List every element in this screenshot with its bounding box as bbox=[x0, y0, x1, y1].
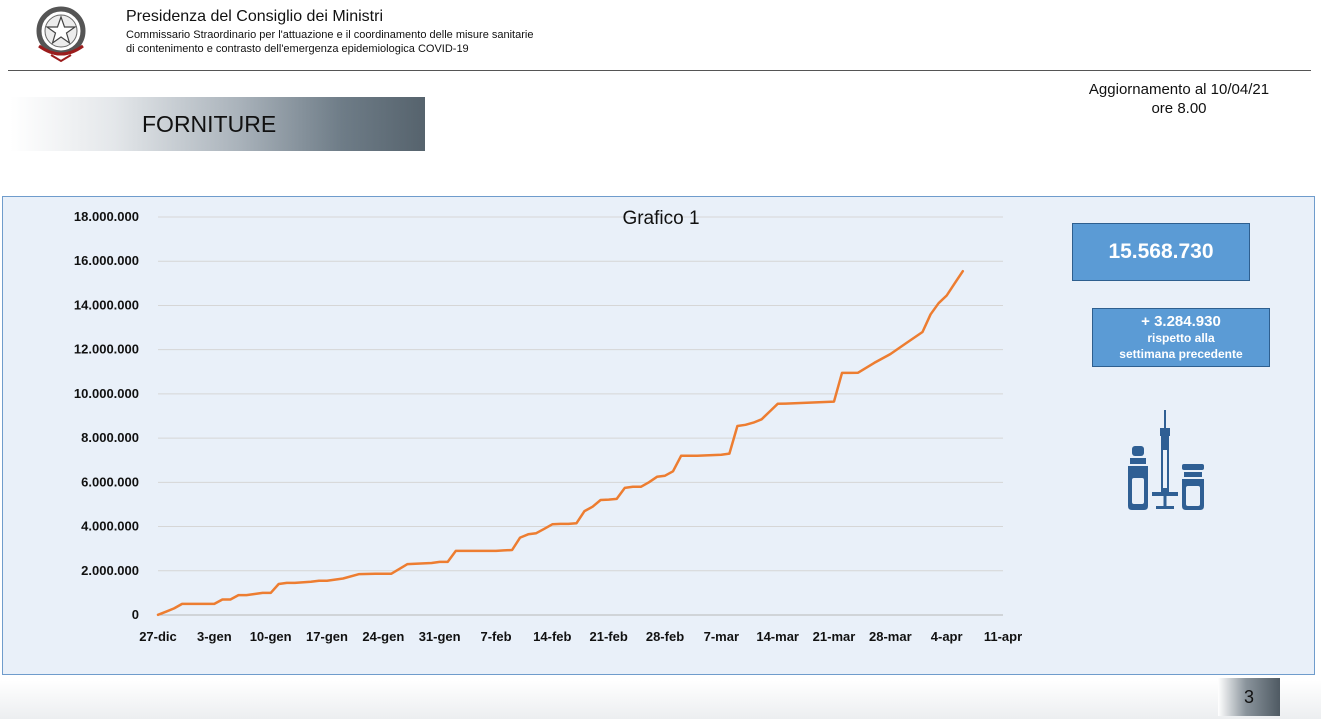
x-tick-label: 3-gen bbox=[197, 629, 232, 644]
x-tick-label: 14-mar bbox=[756, 629, 799, 644]
y-tick-label: 8.000.000 bbox=[81, 430, 139, 445]
y-tick-label: 4.000.000 bbox=[81, 519, 139, 534]
x-tick-label: 27-dic bbox=[139, 629, 177, 644]
x-tick-label: 31-gen bbox=[419, 629, 461, 644]
x-tick-label: 10-gen bbox=[250, 629, 292, 644]
y-tick-label: 2.000.000 bbox=[81, 563, 139, 578]
header-subtitle: Commissario Straordinario per l'attuazio… bbox=[126, 28, 533, 56]
x-tick-label: 4-apr bbox=[931, 629, 963, 644]
series-line bbox=[156, 269, 965, 617]
section-title: FORNITURE bbox=[142, 111, 277, 137]
update-time: ore 8.00 bbox=[1151, 100, 1207, 117]
x-tick-label: 7-mar bbox=[704, 629, 739, 644]
y-tick-label: 0 bbox=[132, 607, 139, 622]
x-tick-label: 14-feb bbox=[533, 629, 571, 644]
header-subtitle-line1: Commissario Straordinario per l'attuazio… bbox=[126, 29, 534, 41]
header-title: Presidenza del Consiglio dei Ministri bbox=[126, 8, 384, 25]
header-subtitle-line2: di contenimento e contrasto dell'emergen… bbox=[126, 43, 469, 55]
page-number: 3 bbox=[1218, 678, 1280, 716]
update-date: Aggiornamento al 10/04/21 bbox=[1088, 81, 1270, 98]
x-tick-label: 7-feb bbox=[480, 629, 511, 644]
vaccine-syringe-vials-icon bbox=[1128, 410, 1204, 510]
italian-republic-emblem-icon bbox=[36, 6, 86, 63]
y-tick-label: 14.000.000 bbox=[74, 297, 139, 312]
x-tick-label: 24-gen bbox=[362, 629, 404, 644]
weekly-delta-label-line1: rispetto alla bbox=[1147, 331, 1215, 345]
x-tick-label: 21-mar bbox=[813, 629, 856, 644]
y-tick-label: 16.000.000 bbox=[74, 253, 139, 268]
y-tick-label: 10.000.000 bbox=[74, 386, 139, 401]
chart-title: Grafico 1 bbox=[622, 208, 699, 229]
total-doses-value: 15.568.730 bbox=[1108, 240, 1214, 263]
x-tick-label: 17-gen bbox=[306, 629, 348, 644]
x-tick-label: 28-mar bbox=[869, 629, 912, 644]
section-banner: FORNITURE bbox=[10, 97, 425, 151]
x-tick-label: 28-feb bbox=[646, 629, 684, 644]
update-info: Aggiornamento al 10/04/21 ore 8.00 bbox=[1049, 80, 1309, 118]
y-tick-label: 6.000.000 bbox=[81, 474, 139, 489]
footer-bar bbox=[0, 680, 1321, 719]
header-divider bbox=[8, 70, 1311, 71]
weekly-delta-label-line2: settimana precedente bbox=[1119, 347, 1243, 361]
total-doses-box: 15.568.730 bbox=[1072, 223, 1250, 281]
weekly-delta-value: + 3.284.930 bbox=[1141, 313, 1221, 330]
y-tick-label: 18.000.000 bbox=[74, 209, 139, 224]
weekly-delta-box: + 3.284.930 rispetto alla settimana prec… bbox=[1092, 308, 1270, 367]
x-tick-label: 11-apr bbox=[984, 629, 1022, 644]
y-tick-label: 12.000.000 bbox=[74, 342, 139, 357]
x-tick-label: 21-feb bbox=[590, 629, 628, 644]
line-chart: 0 2.000.000 4.000.000 6.000.000 8.000.000 10.… bbox=[74, 208, 1022, 644]
